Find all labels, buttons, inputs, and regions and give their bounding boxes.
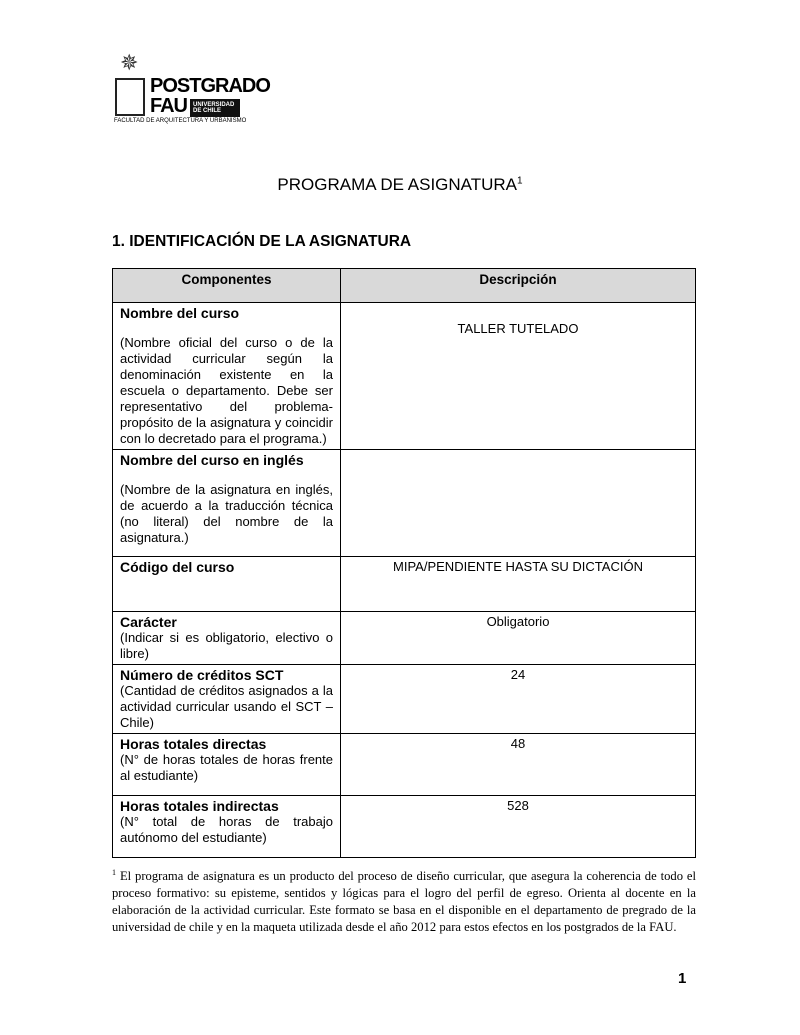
title-text: PROGRAMA DE ASIGNATURA [277,175,518,194]
row-name: Horas totales indirectas [120,798,279,814]
row-name: Código del curso [120,559,235,575]
table-header-row: Componentes Descripción [112,268,696,303]
footnote-ref: 1 [517,175,523,187]
footnote-separator [112,857,300,858]
row-desc: (Cantidad de créditos asignados a la act… [120,683,333,730]
logo-line1: POSTGRADO [150,75,271,97]
page-title: PROGRAMA DE ASIGNATURA1 [0,175,800,195]
row-value: 528 [507,798,529,813]
footnote-mark: 1 [112,868,116,877]
logo-subtitle: FACULTAD DE ARQUITECTURA Y URBANISMO [114,118,247,124]
header-componentes: Componentes [112,268,341,303]
footnote-text: El programa de asignatura es un producto… [112,869,697,935]
table-row: Carácter (Indicar si es obligatorio, elec… [112,611,696,665]
table-row: Horas totales indirectas (N° total de hor… [112,795,696,858]
section-heading: 1. IDENTIFICACIÓN DE LA ASIGNATURA [112,233,412,250]
table-row: Nombre del curso (Nombre oficial del curs… [112,302,696,450]
page-number: 1 [678,970,687,987]
row-name: Nombre del curso en inglés [120,452,304,468]
row-desc: (Indicar si es obligatorio, electivo o l… [120,630,333,661]
row-name: Nombre del curso [120,305,240,321]
footnote: 1 El programa de asignatura es un produc… [112,864,696,936]
postgrado-fau-logo: ✵ POSTGRADO FAU UNIVERSIDAD DE CHILE FAC… [110,46,271,126]
row-value: MIPA/PENDIENTE HASTA SU DICTACIÓN [393,559,643,574]
table-row: Número de créditos SCT (Cantidad de crédi… [112,664,696,734]
row-desc: (N° total de horas de trabajo autónomo d… [120,814,333,845]
row-name: Horas totales directas [120,736,267,752]
shield-emblem-icon [115,78,145,116]
table-row: Horas totales directas (N° de horas total… [112,733,696,796]
row-value: 24 [510,667,526,682]
table-row: Código del curso MIPA/PENDIENTE HASTA SU… [112,556,696,612]
row-value: 48 [510,736,526,751]
row-name: Número de créditos SCT [120,667,284,683]
logo-badge: UNIVERSIDAD DE CHILE [190,99,240,117]
identification-table: Componentes Descripción Nombre del curso… [112,268,696,858]
table-row: Nombre del curso en inglés (Nombre de la … [112,449,696,557]
row-desc: (Nombre oficial del curso o de la activi… [120,335,333,446]
logo-line2: FAU [150,95,188,117]
row-value: Obligatorio [486,614,550,629]
row-value: TALLER TUTELADO [457,321,579,336]
row-desc: (Nombre de la asignatura en inglés, de a… [120,482,333,545]
row-desc: (N° de horas totales de horas frente al … [120,752,333,783]
row-name: Carácter [120,614,177,630]
sun-emblem-icon: ✵ [120,50,139,75]
header-descripcion: Descripción [340,268,696,303]
